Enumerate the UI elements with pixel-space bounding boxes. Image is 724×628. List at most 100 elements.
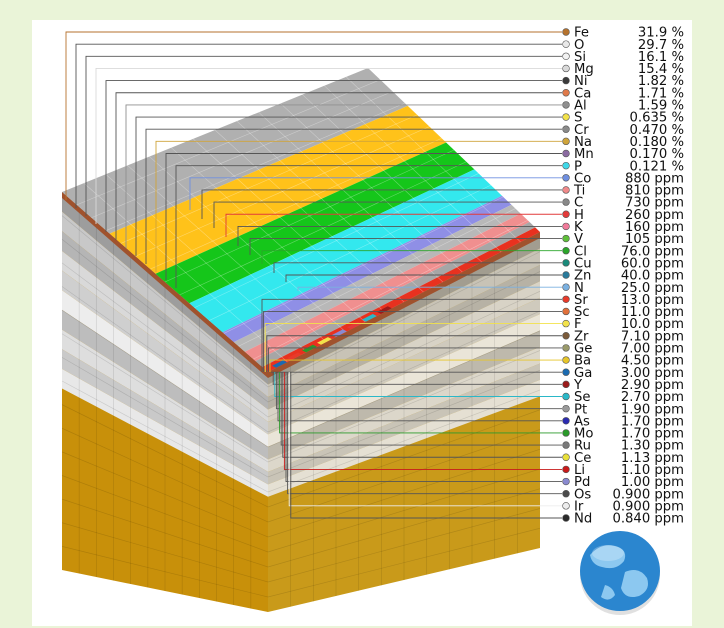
element-value: 1.71 %	[638, 86, 684, 101]
element-dot-sr	[562, 295, 570, 303]
element-value: 7.10 ppm	[621, 329, 684, 344]
element-value: 4.50 ppm	[621, 354, 684, 369]
side-band-right	[268, 281, 540, 422]
side-band-left	[62, 368, 268, 497]
leader-line	[283, 372, 562, 470]
element-symbol: Al	[574, 99, 587, 114]
element-symbol: Ni	[574, 74, 588, 89]
element-dot-v	[562, 234, 570, 243]
element-value: 0.170 %	[630, 147, 684, 162]
grid-line	[324, 85, 502, 253]
side-band-right	[268, 330, 540, 460]
element-value: 1.59 %	[638, 99, 684, 114]
grid-line	[194, 173, 479, 308]
element-symbol: Si	[574, 50, 586, 65]
element-value: 11.0 ppm	[621, 305, 684, 320]
leader-line	[261, 298, 562, 372]
element-dot-zn	[562, 271, 570, 279]
side-band-right	[268, 314, 540, 447]
grid-line	[61, 309, 541, 448]
element-dot-li	[562, 465, 570, 474]
element-dot-os	[562, 490, 570, 498]
element-dot-ti	[562, 186, 570, 194]
grid-line	[61, 508, 541, 583]
grid-line	[61, 427, 541, 523]
element-symbol: Ge	[574, 342, 592, 357]
element-symbol: Na	[574, 135, 592, 150]
element-value: 3.00 ppm	[621, 366, 684, 381]
grid-line	[209, 184, 491, 321]
leader-line	[280, 372, 562, 446]
leader-line	[261, 250, 562, 264]
element-dot-ge	[562, 344, 570, 352]
leader-line	[213, 201, 562, 228]
side-band-left	[62, 211, 268, 397]
element-dot-mo	[562, 429, 570, 437]
element-symbol: Mn	[574, 147, 594, 162]
element-dot-al	[562, 101, 570, 109]
trace-strip	[317, 337, 332, 345]
grid-line	[61, 357, 541, 478]
element-symbol: F	[574, 317, 582, 332]
grid-line	[280, 103, 463, 273]
element-symbol: C	[574, 196, 583, 211]
leader-line	[264, 323, 562, 372]
top-band-fe	[62, 68, 408, 234]
globe-ocean	[580, 531, 660, 611]
top-band-s	[255, 222, 536, 367]
leader-line	[263, 311, 562, 372]
element-dot-n	[562, 283, 570, 291]
element-value: 105 ppm	[625, 232, 684, 247]
element-symbol: P	[574, 159, 582, 174]
element-value: 1.00 ppm	[621, 475, 684, 490]
element-value: 29.7 %	[638, 38, 684, 53]
element-symbol: Y	[573, 378, 583, 393]
side-band-right	[268, 363, 540, 485]
grid-line	[149, 156, 346, 333]
side-band-right	[268, 347, 540, 472]
element-dot-s	[562, 113, 570, 121]
element-symbol: Fe	[574, 26, 589, 41]
element-dot-cr	[562, 125, 570, 133]
element-dot-mn	[562, 149, 570, 158]
element-dot-fe	[562, 28, 570, 36]
grid-line	[223, 196, 504, 334]
element-dot-ce	[562, 453, 570, 461]
element-symbol: Sr	[574, 293, 588, 308]
element-symbol: O	[574, 38, 584, 53]
leader-line	[115, 92, 562, 240]
grid-line	[61, 286, 541, 433]
side-band-left	[62, 349, 268, 485]
element-symbol: Zn	[574, 269, 591, 284]
element-dot-se	[562, 392, 570, 401]
leader-line	[75, 43, 562, 208]
element-value: 1.10 ppm	[621, 463, 684, 478]
element-value: 7.00 ppm	[621, 342, 684, 357]
element-dot-f	[562, 319, 570, 328]
element-value: 13.0 ppm	[621, 293, 684, 308]
globe-land	[601, 585, 615, 600]
side-band-left	[62, 270, 268, 435]
element-dot-sc	[562, 307, 570, 316]
element-dot-p	[562, 161, 570, 170]
element-value: 10.0 ppm	[621, 317, 684, 332]
leader-line	[277, 372, 562, 422]
element-symbol: Ru	[574, 439, 591, 454]
leader-line	[175, 165, 562, 288]
cube-grid	[61, 207, 541, 609]
element-value: 0.900 ppm	[612, 499, 684, 514]
element-dot-ca	[562, 89, 570, 97]
trace-strip	[302, 344, 317, 353]
element-value: 730 ppm	[625, 196, 684, 211]
element-dot-ba	[562, 356, 570, 364]
element-value: 0.180 %	[630, 135, 684, 150]
element-symbol: Se	[574, 390, 590, 405]
element-dot-mg	[562, 64, 570, 73]
element-symbol: Ti	[573, 184, 585, 199]
leader-line	[287, 372, 562, 495]
element-value: 1.82 %	[638, 74, 684, 89]
element-value: 31.9 %	[638, 26, 684, 41]
grid-line	[150, 138, 442, 270]
